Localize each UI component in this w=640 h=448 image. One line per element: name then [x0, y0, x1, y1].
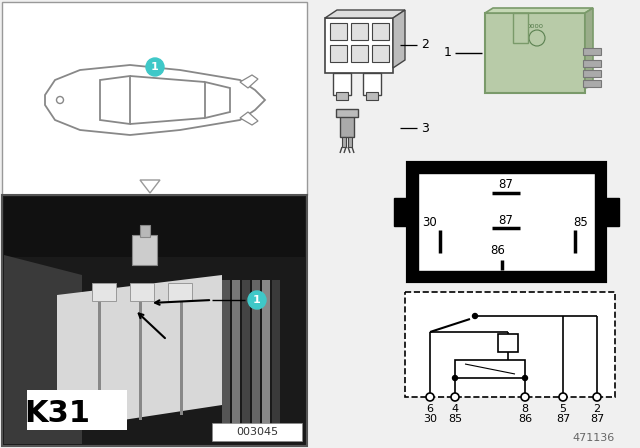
Bar	[351, 45, 368, 62]
Polygon shape	[252, 280, 260, 436]
Bar	[330, 45, 347, 62]
Circle shape	[521, 393, 529, 401]
Bar	[498, 334, 518, 352]
Polygon shape	[240, 75, 258, 88]
Polygon shape	[57, 275, 222, 430]
Bar	[336, 92, 348, 100]
Text: 87: 87	[556, 414, 570, 424]
Polygon shape	[393, 10, 405, 68]
Bar	[168, 283, 192, 301]
Bar	[366, 92, 378, 100]
Bar	[372, 23, 389, 40]
Polygon shape	[242, 280, 250, 436]
Circle shape	[248, 291, 266, 309]
Bar	[2, 195, 307, 446]
Circle shape	[146, 58, 164, 76]
Polygon shape	[140, 180, 160, 193]
Text: 30: 30	[423, 414, 437, 424]
Bar	[342, 137, 346, 147]
Polygon shape	[100, 76, 130, 124]
Bar	[583, 80, 601, 87]
Bar	[372, 45, 389, 62]
Text: 1: 1	[444, 47, 452, 60]
Bar	[92, 283, 116, 301]
Bar	[485, 13, 585, 93]
Bar	[132, 235, 157, 265]
Bar	[212, 423, 302, 441]
Circle shape	[56, 96, 63, 103]
Polygon shape	[262, 280, 270, 436]
Text: 30: 30	[422, 216, 437, 229]
Text: 87: 87	[590, 414, 604, 424]
Text: 4: 4	[451, 404, 459, 414]
Bar	[363, 73, 381, 95]
Text: 86: 86	[491, 245, 506, 258]
Bar	[27, 390, 127, 430]
Bar	[394, 198, 410, 226]
Bar	[583, 70, 601, 77]
Circle shape	[426, 393, 434, 401]
Text: 5: 5	[559, 404, 566, 414]
Text: 8: 8	[522, 404, 529, 414]
Text: oooo: oooo	[527, 23, 543, 29]
Circle shape	[593, 393, 601, 401]
Bar	[140, 225, 150, 237]
Bar	[130, 283, 154, 301]
Polygon shape	[485, 8, 593, 13]
Text: 003045: 003045	[236, 427, 278, 437]
Polygon shape	[45, 65, 265, 135]
Text: 3: 3	[421, 121, 429, 134]
Polygon shape	[325, 10, 405, 18]
Polygon shape	[139, 289, 142, 420]
Bar	[333, 73, 351, 95]
Polygon shape	[240, 112, 258, 125]
Bar	[340, 115, 354, 137]
Bar	[348, 137, 352, 147]
Bar	[513, 13, 528, 43]
Bar	[330, 23, 347, 40]
Text: 86: 86	[518, 414, 532, 424]
Bar	[336, 109, 358, 117]
Polygon shape	[180, 286, 183, 415]
Text: K31: K31	[24, 399, 90, 427]
Bar	[405, 292, 615, 397]
Bar	[4, 197, 305, 257]
Bar	[455, 360, 525, 378]
Polygon shape	[272, 280, 280, 436]
Text: 471136: 471136	[573, 433, 615, 443]
Text: 87: 87	[499, 178, 513, 191]
Circle shape	[522, 375, 527, 380]
Circle shape	[472, 314, 477, 319]
Text: 6: 6	[426, 404, 433, 414]
Bar	[2, 2, 307, 195]
Bar	[583, 48, 601, 55]
Circle shape	[451, 393, 459, 401]
Bar	[325, 18, 393, 73]
Polygon shape	[585, 8, 593, 88]
Polygon shape	[4, 255, 82, 444]
Polygon shape	[205, 82, 230, 118]
Text: 1: 1	[151, 62, 159, 72]
Bar	[408, 163, 605, 281]
Circle shape	[559, 393, 567, 401]
Bar	[583, 60, 601, 67]
Circle shape	[452, 375, 458, 380]
Polygon shape	[222, 280, 230, 436]
Text: 2: 2	[593, 404, 600, 414]
Bar	[351, 23, 368, 40]
Text: 2: 2	[421, 39, 429, 52]
Polygon shape	[232, 280, 240, 436]
Bar	[603, 198, 619, 226]
Text: 85: 85	[573, 216, 588, 229]
Text: 87: 87	[499, 214, 513, 227]
Text: 85: 85	[448, 414, 462, 424]
Bar	[418, 173, 595, 271]
Polygon shape	[98, 292, 101, 425]
Text: 1: 1	[253, 295, 261, 305]
